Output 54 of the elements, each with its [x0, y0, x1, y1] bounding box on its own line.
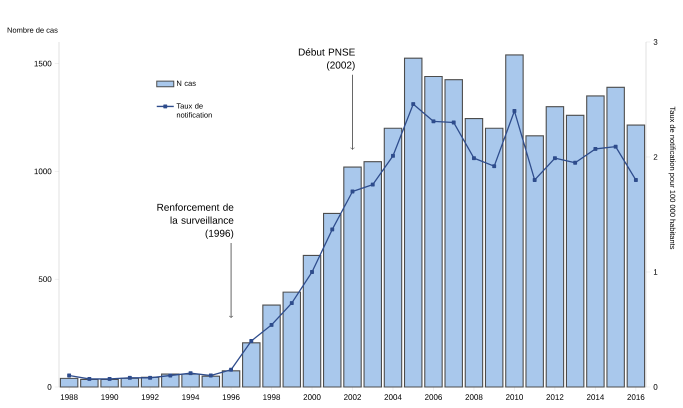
- point: [452, 120, 456, 124]
- point: [208, 374, 213, 378]
- point: [512, 109, 516, 113]
- point: [310, 270, 314, 274]
- x-tick-label: 1998: [263, 394, 280, 400]
- point: [552, 156, 557, 160]
- x-tick-label: 2012: [546, 394, 564, 400]
- y2-tick-label: 1: [654, 269, 658, 275]
- point: [472, 156, 476, 160]
- point: [168, 374, 172, 378]
- point: [188, 371, 193, 376]
- x-tick-label: 1992: [142, 394, 159, 400]
- x-tick-label: 2002: [344, 394, 361, 400]
- x-tick-label: 2010: [506, 394, 524, 400]
- x-tick-label: 1994: [182, 394, 200, 400]
- point: [330, 228, 334, 232]
- point: [614, 144, 618, 149]
- point: [249, 339, 254, 343]
- y-tick-label: 500: [38, 276, 52, 282]
- point: [270, 322, 274, 327]
- point: [87, 377, 92, 381]
- y2-tick-label: 0: [654, 384, 658, 390]
- x-tick-label: 2006: [424, 394, 442, 400]
- point: [573, 160, 578, 165]
- point: [532, 178, 537, 182]
- y2-tick-label: 3: [654, 39, 658, 45]
- point: [411, 102, 416, 106]
- point: [391, 154, 395, 158]
- x-tick-label: 2000: [304, 394, 321, 400]
- point: [148, 376, 152, 380]
- y2-tick-label: 2: [654, 154, 658, 160]
- y-tick-label: 0: [48, 384, 52, 390]
- point: [370, 182, 375, 187]
- annotation: Renforcement de la surveillance (1996): [157, 203, 234, 239]
- x-tick-label: 2004: [384, 394, 402, 400]
- x-tick-label: 2008: [465, 394, 483, 400]
- point: [128, 376, 132, 380]
- point: [67, 374, 72, 378]
- x-tick-label: 2016: [627, 394, 644, 400]
- x-tick-label: 2014: [586, 394, 604, 400]
- point: [290, 301, 294, 305]
- point: [492, 164, 496, 168]
- x-tick-label: 1996: [222, 394, 240, 400]
- point: [108, 377, 112, 381]
- y-tick-label: 1500: [34, 60, 52, 66]
- point: [229, 368, 233, 372]
- x-tick-label: 1990: [101, 394, 118, 400]
- y-tick-label: 1000: [34, 168, 52, 174]
- annotation: Début PNSE (2002): [298, 48, 355, 71]
- point: [593, 147, 598, 151]
- x-tick-label: 1988: [60, 394, 78, 400]
- point: [432, 119, 436, 124]
- point: [350, 190, 354, 194]
- point: [634, 178, 638, 182]
